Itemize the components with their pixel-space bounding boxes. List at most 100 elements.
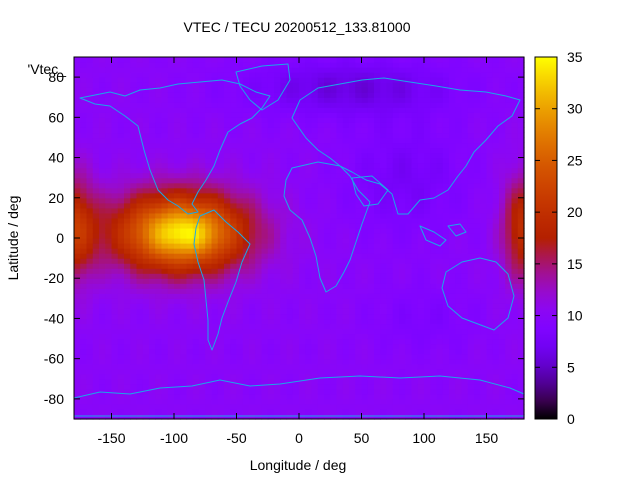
heat-cell: [136, 378, 144, 385]
heat-cell: [149, 182, 156, 189]
heat-cell: [211, 72, 219, 78]
heat-cell: [474, 353, 481, 360]
heat-cell: [217, 338, 225, 345]
heat-cell: [367, 97, 375, 103]
heat-cell: [499, 368, 506, 375]
heat-cell: [224, 398, 231, 405]
heat-cell: [286, 127, 294, 134]
heat-cell: [474, 212, 481, 219]
heat-cell: [149, 413, 156, 420]
heat-cell: [111, 187, 119, 194]
heat-cell: [286, 87, 294, 93]
heat-cell: [92, 358, 100, 365]
heat-cell: [336, 167, 344, 174]
heat-cell: [349, 97, 356, 103]
heat-cell: [405, 162, 413, 169]
heat-cell: [286, 243, 294, 249]
heat-cell: [430, 207, 438, 214]
heat-cell: [411, 147, 419, 154]
heat-cell: [436, 338, 444, 345]
heat-cell: [92, 207, 100, 214]
heat-cell: [174, 172, 181, 179]
heat-cell: [424, 172, 431, 179]
heat-cell: [386, 393, 394, 400]
heat-cell: [349, 232, 356, 239]
heat-cell: [417, 92, 425, 98]
heat-cell: [86, 117, 94, 123]
heat-cell: [286, 122, 294, 128]
heat-cell: [411, 172, 419, 179]
heat-cell: [124, 227, 131, 234]
heat-cell: [80, 162, 88, 169]
heat-cell: [174, 212, 181, 219]
heat-cell: [380, 238, 388, 244]
heat-cell: [505, 358, 513, 365]
heat-cell: [161, 152, 169, 159]
heat-cell: [486, 368, 494, 375]
heat-cell: [274, 92, 281, 98]
heat-cell: [486, 408, 494, 415]
heat-cell: [305, 122, 313, 128]
heat-cell: [255, 308, 263, 315]
heat-cell: [236, 293, 244, 299]
heat-cell: [242, 413, 250, 420]
heat-cell: [361, 192, 369, 199]
heat-cell: [186, 243, 194, 249]
heat-cell: [442, 308, 450, 315]
heat-cell: [424, 102, 431, 108]
heat-cell: [349, 353, 356, 360]
heat-cell: [249, 393, 256, 400]
heat-cell: [255, 373, 263, 380]
heat-cell: [336, 323, 344, 330]
heat-cell: [211, 77, 219, 83]
heat-cell: [92, 82, 100, 88]
heat-cell: [155, 343, 163, 350]
heat-cell: [474, 308, 481, 315]
heat-cell: [311, 112, 319, 118]
heat-cell: [167, 102, 175, 108]
heat-cell: [86, 353, 94, 360]
heat-cell: [199, 283, 206, 289]
heat-cell: [424, 67, 431, 73]
heat-cell: [192, 308, 200, 315]
heat-cell: [211, 318, 219, 325]
heat-cell: [99, 288, 106, 294]
heat-cell: [105, 57, 113, 63]
heat-cell: [411, 298, 419, 304]
heat-cell: [192, 82, 200, 88]
heat-cell: [305, 142, 313, 149]
heat-cell: [455, 202, 463, 209]
heat-cell: [255, 102, 263, 108]
heat-cell: [192, 393, 200, 400]
heat-cell: [392, 378, 400, 385]
heat-cell: [249, 348, 256, 355]
heat-cell: [455, 363, 463, 370]
heat-cell: [411, 72, 419, 78]
heat-cell: [242, 227, 250, 234]
heat-cell: [186, 222, 194, 229]
heat-cell: [124, 358, 131, 365]
heat-cell: [274, 413, 281, 420]
heat-cell: [330, 243, 338, 249]
heat-cell: [374, 92, 381, 98]
heat-cell: [174, 368, 181, 375]
heat-cell: [411, 97, 419, 103]
heat-cell: [230, 353, 238, 360]
heat-cell: [467, 403, 475, 410]
heat-cell: [280, 197, 288, 204]
heat-cell: [286, 62, 294, 68]
heat-cell: [392, 328, 400, 335]
heat-cell: [199, 338, 206, 345]
heat-cell: [74, 62, 81, 68]
heat-cell: [499, 177, 506, 184]
heat-cell: [486, 92, 494, 98]
heat-cell: [149, 162, 156, 169]
heat-cell: [92, 182, 100, 189]
heat-cell: [449, 172, 456, 179]
heat-cell: [80, 127, 88, 134]
heat-cell: [249, 92, 256, 98]
heat-cell: [186, 62, 194, 68]
heat-cell: [367, 258, 375, 264]
heat-cell: [180, 107, 188, 113]
heat-cell: [86, 217, 94, 224]
